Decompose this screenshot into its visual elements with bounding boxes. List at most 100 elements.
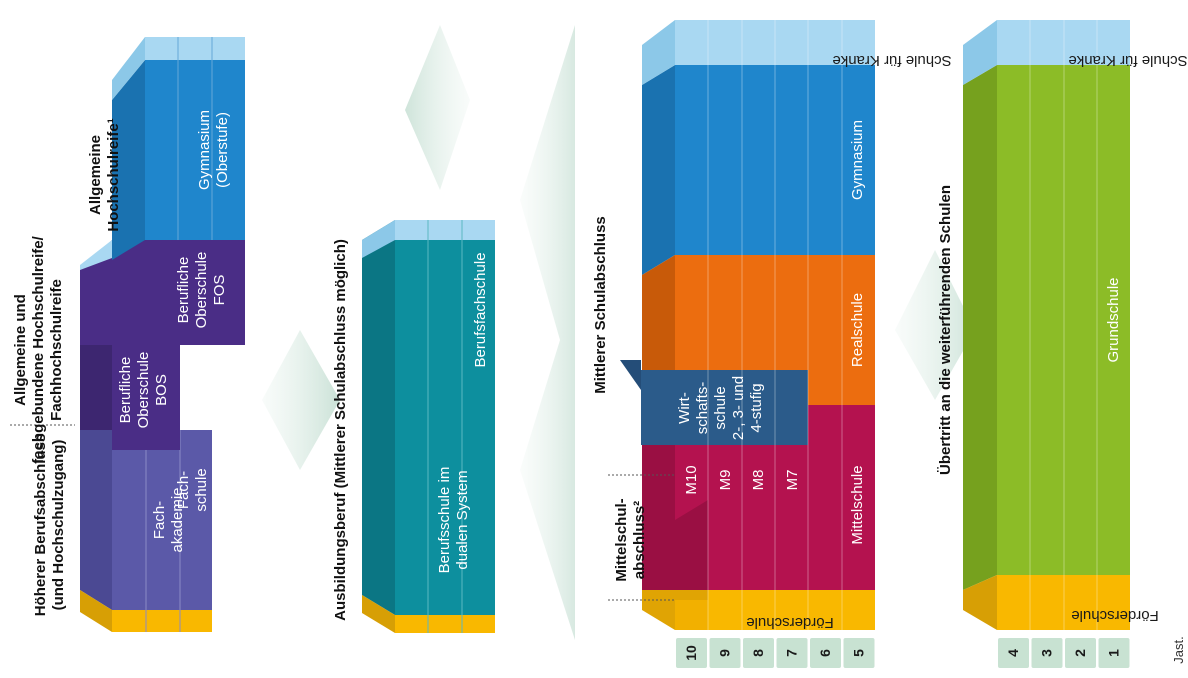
- upper-foerder-strip: [112, 610, 212, 632]
- primary-schule-fuer-kranke-cap: [997, 20, 1130, 65]
- secondary-grade-tab: [776, 638, 808, 668]
- svg-text:4-stufig: 4-stufig: [748, 383, 765, 432]
- transition-arrow-upper: [262, 330, 340, 470]
- heading-uebertritt: Übertritt an die weiterführenden Schulen: [937, 185, 954, 475]
- label-foerderschule-primary: Förderschule: [1071, 607, 1159, 624]
- label-bos: Berufliche Oberschule BOS: [117, 352, 170, 429]
- transition-arrow-mid-bottom: [520, 25, 575, 640]
- secondary-grade-tab: [676, 638, 707, 668]
- secondary-grade-label: 7: [784, 649, 800, 657]
- svg-text:Jast.: Jast.: [1171, 636, 1186, 663]
- svg-text:Oberschule: Oberschule: [193, 252, 210, 329]
- primary-foerder-side: [963, 575, 997, 630]
- svg-text:Ausbildungsberuf (Mittlerer Sc: Ausbildungsberuf (Mittlerer Schulabschlu…: [332, 239, 349, 621]
- label-berufsfachschule: Berufsfachschule: [472, 252, 489, 367]
- berufsbildung-side: [362, 220, 395, 615]
- svg-text:dualen System: dualen System: [454, 470, 471, 569]
- bos-fos-connector: [80, 240, 245, 345]
- svg-text:akademie: akademie: [169, 487, 186, 552]
- berufsbildung-foerder-side: [362, 595, 395, 633]
- wirtschaftsschule-block: [641, 370, 808, 445]
- m-grade-labels: M10 M9 M8 M7: [683, 465, 801, 494]
- svg-text:Berufsschule im: Berufsschule im: [436, 467, 453, 574]
- upper-foerder-strip-side: [80, 590, 112, 632]
- secondary-grade-label: 8: [750, 649, 766, 657]
- svg-text:Gymnasium: Gymnasium: [196, 110, 213, 190]
- schule-fuer-kranke-cap-side: [642, 20, 675, 85]
- transition-arrow-mid-top: [405, 25, 470, 190]
- bos-block: [112, 345, 180, 450]
- label-fachschule: Fach- schule: [175, 468, 210, 511]
- primary-cap-side: [963, 20, 997, 85]
- svg-text:(und Hochschulzugang): (und Hochschulzugang): [50, 440, 67, 611]
- svg-text:BOS: BOS: [153, 374, 170, 406]
- svg-text:Realschule: Realschule: [849, 293, 866, 367]
- heading-mittelschulabschluss: Mittelschul- abschluss²: [613, 498, 648, 581]
- label-wirtschaftsschule: Wirt- schafts- schule 2-, 3- und 4-stufi…: [676, 376, 765, 440]
- svg-text:Berufliche: Berufliche: [175, 257, 192, 324]
- m-grade-8: M8: [750, 470, 767, 491]
- svg-text:fachgebundene Hochschulreife/: fachgebundene Hochschulreife/: [30, 235, 47, 463]
- svg-text:Oberschule: Oberschule: [135, 352, 152, 429]
- heading-mittlerer-schulabschluss: Mittlerer Schulabschluss: [592, 216, 609, 394]
- primary-grade-label: 1: [1106, 649, 1122, 657]
- svg-text:schafts-: schafts-: [694, 382, 711, 435]
- m-grade-9: M9: [717, 470, 734, 491]
- primary-foerderschule-block: [997, 575, 1130, 630]
- label-berufsschule-dual: Berufsschule im dualen System: [436, 467, 471, 574]
- primary-grade-tab: [1065, 638, 1096, 668]
- svg-text:Höherer Berufsabschluss: Höherer Berufsabschluss: [32, 434, 49, 617]
- svg-text:Gymnasium: Gymnasium: [849, 120, 866, 200]
- secondary-grade-label: 5: [851, 649, 867, 657]
- primary-grade-tab: [1098, 638, 1130, 668]
- berufsbildung-cap-side: [362, 220, 395, 258]
- transition-arrow-lower: [895, 250, 975, 400]
- primary-grade-label: 3: [1039, 649, 1055, 657]
- label-schule-fuer-kranke-secondary: Schule für Kranke: [832, 52, 951, 69]
- foerderschule-low-step: [675, 600, 708, 630]
- m-grade-7: M7: [784, 470, 801, 491]
- svg-text:Förderschule: Förderschule: [746, 614, 834, 631]
- svg-text:schule: schule: [712, 386, 729, 429]
- svg-text:Mittelschul-: Mittelschul-: [613, 498, 630, 581]
- label-schule-fuer-kranke-primary: Schule für Kranke: [1068, 52, 1187, 69]
- secondary-grade-tab: [843, 638, 875, 668]
- label-fachakademie: Fach- akademie: [151, 487, 186, 552]
- gymnasium-oberstufe-block: [145, 60, 245, 240]
- grundschule-side: [963, 65, 997, 590]
- foerderschule-block: [708, 590, 875, 630]
- svg-text:FOS: FOS: [211, 275, 228, 306]
- fachschule-top-slant: [180, 430, 212, 610]
- secondary-grade-label: 9: [717, 649, 733, 657]
- secondary-grade-label: 6: [817, 649, 833, 657]
- svg-text:Grundschule: Grundschule: [1105, 277, 1122, 362]
- label-grundschule: Grundschule: [1105, 277, 1122, 362]
- svg-text:Schule für Kranke: Schule für Kranke: [1068, 52, 1187, 69]
- fachakademie-top: [80, 430, 112, 610]
- svg-text:schule: schule: [193, 468, 210, 511]
- gymnasium-oberstufe-cap: [145, 37, 245, 60]
- credit-text: Jast.: [1171, 636, 1186, 663]
- svg-text:Förderschule: Förderschule: [1071, 607, 1159, 624]
- svg-text:Allgemeine und: Allgemeine und: [12, 294, 29, 406]
- secondary-grade-tab: [810, 638, 841, 668]
- primary-grade-tab: [1031, 638, 1063, 668]
- svg-text:(Oberstufe): (Oberstufe): [214, 112, 231, 188]
- primary-grade-tab: [998, 638, 1029, 668]
- gymnasium-side: [642, 65, 675, 275]
- secondary-grade-tabs: 10 9 8 7 6 5: [676, 638, 875, 668]
- svg-text:Hochschulreife¹: Hochschulreife¹: [105, 118, 122, 231]
- svg-text:Wirt-: Wirt-: [676, 392, 693, 424]
- heading-fachgebundene-hochschulreife: Allgemeine und fachgebundene Hochschulre…: [12, 235, 65, 463]
- label-gymnasium: Gymnasium: [849, 120, 866, 200]
- gymnasium-oberstufe-side: [112, 60, 145, 260]
- primary-grade-label: 2: [1072, 649, 1088, 657]
- svg-text:Fachhochschulreife: Fachhochschulreife: [48, 279, 65, 421]
- primary-grade-label: 4: [1005, 649, 1021, 657]
- heading-ausbildungsberuf: Ausbildungsberuf (Mittlerer Schulabschlu…: [332, 239, 349, 621]
- heading-allgemeine-hochschulreife: Allgemeine Hochschulreife¹: [87, 118, 122, 231]
- label-fos: Berufliche Oberschule FOS: [175, 252, 228, 329]
- secondary-grade-tab: [743, 638, 774, 668]
- primary-grade-tabs: 4 3 2 1: [998, 638, 1130, 668]
